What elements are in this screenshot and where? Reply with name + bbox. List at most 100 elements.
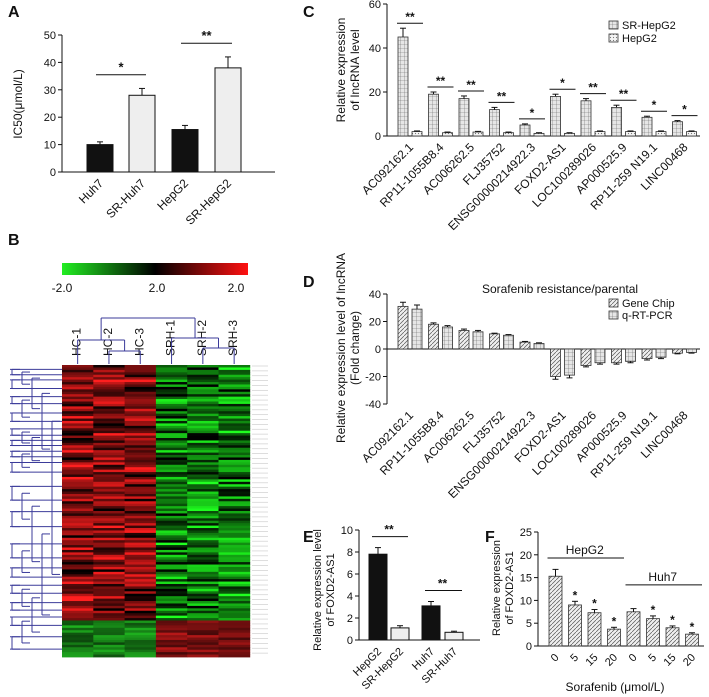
heatmap-cell xyxy=(218,403,251,407)
heatmap-cell xyxy=(62,639,94,643)
panel-c-bar xyxy=(503,132,514,137)
heatmap-cell xyxy=(62,571,94,575)
heatmap-cell xyxy=(62,433,94,436)
heatmap-cell xyxy=(187,566,219,570)
heatmap-cell xyxy=(155,610,188,614)
heatmap-cell xyxy=(155,459,188,463)
heatmap-cell xyxy=(124,369,157,373)
heatmap-cell xyxy=(124,530,157,534)
heatmap-cell xyxy=(93,435,125,439)
heatmap-cell xyxy=(124,396,157,400)
heatmap-cell xyxy=(218,618,251,621)
heatmap-cell xyxy=(155,391,188,395)
panel-a-significance-mark: ** xyxy=(201,28,212,43)
heatmap-cell xyxy=(218,588,251,592)
heatmap-cell xyxy=(187,382,219,385)
heatmap-cell xyxy=(218,559,251,563)
heatmap-cell xyxy=(62,644,94,648)
heatmap-cell xyxy=(62,394,94,398)
heatmap-cell xyxy=(187,503,219,507)
heatmap-cell xyxy=(93,403,125,407)
heatmap-cell xyxy=(218,637,251,641)
heatmap-cell xyxy=(124,642,157,646)
heatmap-cell xyxy=(187,574,219,578)
heatmap-cell xyxy=(155,593,188,597)
heatmap-cell xyxy=(155,425,188,429)
heatmap-cell xyxy=(187,520,219,524)
heatmap-cell xyxy=(187,511,219,514)
heatmap-cell xyxy=(155,647,188,651)
heatmap-cell xyxy=(124,569,157,573)
panel-f-group-label: HepG2 xyxy=(566,543,604,557)
heatmap-cell xyxy=(187,528,219,531)
panel-d-y-axis-label: (Fold change) xyxy=(348,311,362,385)
heatmap-cell xyxy=(187,596,219,599)
heatmap-cell xyxy=(62,525,94,529)
heatmap-cell xyxy=(155,528,188,531)
heatmap-cell xyxy=(124,377,157,380)
heatmap-cell xyxy=(62,615,94,619)
heatmap-cell xyxy=(93,620,125,624)
panel-a-significance-mark: * xyxy=(118,60,124,75)
heatmap-cell xyxy=(93,591,125,595)
heatmap-cell xyxy=(124,603,157,607)
panel-label-f: F xyxy=(485,529,495,546)
heatmap-cell xyxy=(62,557,94,561)
heatmap-cell xyxy=(124,386,157,390)
heatmap-cell xyxy=(155,416,188,419)
heatmap-cell xyxy=(124,515,157,519)
heatmap-cell xyxy=(93,503,125,507)
heatmap-cell xyxy=(62,428,94,432)
heatmap-cell xyxy=(155,649,188,653)
panel-d-bar xyxy=(655,348,667,358)
heatmap-cell xyxy=(187,450,219,453)
heatmap-cell xyxy=(93,581,125,585)
panel-c-bar xyxy=(397,36,409,137)
panel-d-legend-swatch xyxy=(608,310,619,320)
heatmap-cell xyxy=(62,459,94,463)
heatmap-cell xyxy=(124,403,157,407)
heatmap-cell xyxy=(187,615,219,619)
heatmap-cell xyxy=(155,576,188,580)
panel-d-bar xyxy=(611,348,622,364)
heatmap-cell xyxy=(93,639,125,643)
heatmap-cell xyxy=(218,408,251,412)
heatmap-cell xyxy=(124,537,157,541)
heatmap-cell xyxy=(155,476,188,480)
panel-c-significance-mark: * xyxy=(560,76,565,90)
panel-c-bar xyxy=(519,124,531,137)
heatmap-cell xyxy=(93,593,125,597)
heatmap-cell xyxy=(62,547,94,551)
heatmap-cell xyxy=(187,501,219,505)
heatmap-cell xyxy=(187,603,219,607)
heatmap-cell xyxy=(62,508,94,512)
heatmap-cell xyxy=(93,496,125,500)
heatmap-cell xyxy=(62,515,94,519)
heatmap-cell xyxy=(124,552,157,556)
heatmap-cell xyxy=(124,459,157,463)
panel-c-significance-mark: * xyxy=(530,106,535,120)
heatmap-cell xyxy=(187,591,219,595)
heatmap-cell xyxy=(93,630,125,634)
panel-f-bar xyxy=(665,627,680,647)
heatmap-cell xyxy=(124,632,157,636)
heatmap-cell xyxy=(187,391,219,395)
heatmap-cell xyxy=(155,652,188,655)
panel-label-d: D xyxy=(303,274,315,291)
heatmap-cell xyxy=(93,520,125,524)
heatmap-cell xyxy=(155,403,188,407)
heatmap-cell xyxy=(187,584,219,587)
heatmap-cell xyxy=(187,586,219,590)
heatmap-cell xyxy=(155,496,188,500)
heatmap-cell xyxy=(62,401,94,405)
heatmap-cell xyxy=(93,523,125,526)
heatmap-cell xyxy=(218,374,251,378)
heatmap-cell xyxy=(155,438,188,441)
panel-a-bar xyxy=(128,94,156,173)
heatmap-cell xyxy=(187,513,219,517)
heatmap-cell xyxy=(124,484,157,488)
heatmap-cell xyxy=(93,433,125,436)
heatmap-cell xyxy=(218,428,251,432)
panel-a-bar xyxy=(171,129,199,173)
